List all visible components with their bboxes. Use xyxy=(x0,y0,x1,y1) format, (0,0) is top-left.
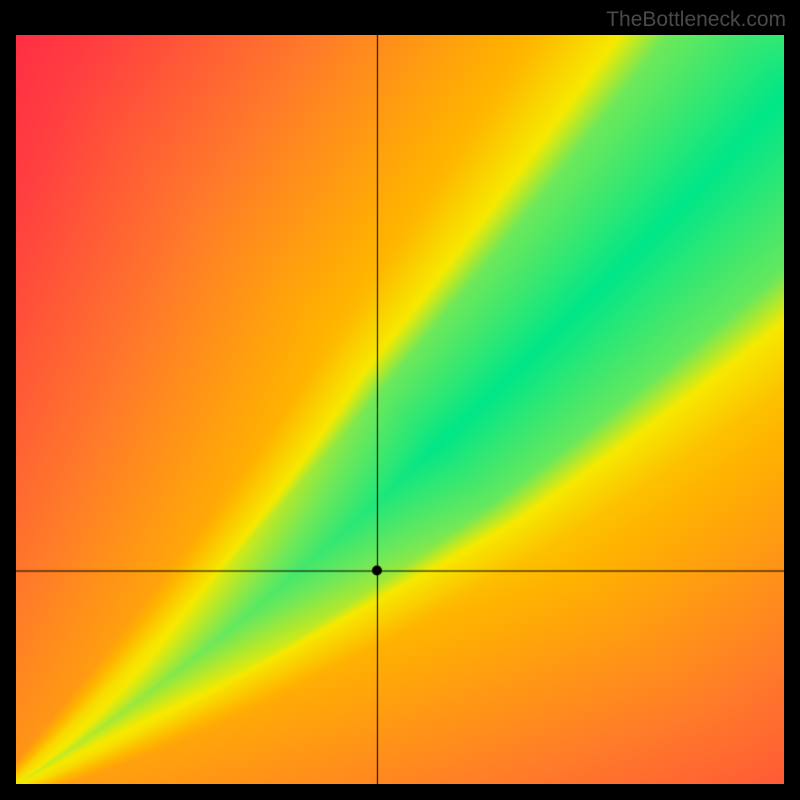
chart-container: TheBottleneck.com xyxy=(0,0,800,800)
heatmap-plot xyxy=(16,35,784,784)
heatmap-canvas xyxy=(16,35,784,784)
watermark-text: TheBottleneck.com xyxy=(606,8,786,32)
